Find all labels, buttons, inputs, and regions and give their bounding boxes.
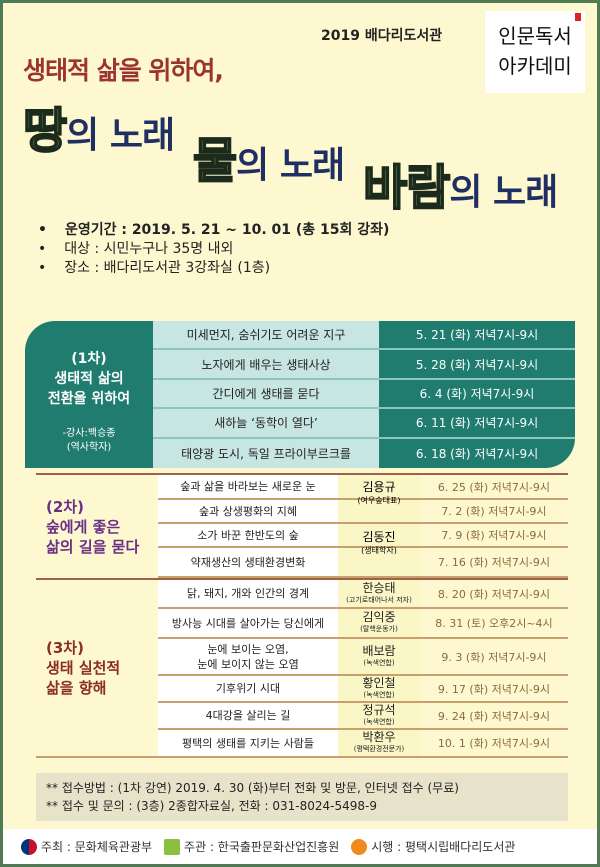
- host: 주최 : 문화체육관광부: [21, 838, 152, 856]
- footer: 주최 : 문화체육관광부 주관 : 한국출판문화산업진흥원 시행 : 평택시립배…: [3, 829, 597, 864]
- part2-table: (2차) 숲에게 좋은 삶의 길을 묻다 숲과 삶을 바라보는 새로운 눈 6. 25…: [36, 473, 568, 578]
- library-name: 2019 배다리도서관: [321, 28, 443, 44]
- info-period: 운영기간 : 2019. 5. 21 ~ 10. 01 (총 15회 강좌): [38, 221, 390, 240]
- library-logo-icon: [351, 839, 368, 856]
- book-logo-icon: [164, 839, 181, 856]
- program-info: 운영기간 : 2019. 5. 21 ~ 10. 01 (총 15회 강좌) 대…: [38, 221, 389, 278]
- info-target: 대상 : 시민누구나 35명 내외: [38, 240, 389, 259]
- registration-notes: ** 접수방법 : (1차 강연) 2019. 4. 30 (화)부터 전화 및…: [36, 773, 568, 821]
- info-place: 장소 : 배다리도서관 3강좌실 (1층): [38, 259, 389, 278]
- table-row: 닭, 돼지, 개와 인간의 경계 한승태 (고기로태어나서 저자) 8. 20 (화)…: [158, 580, 568, 609]
- ministry-logo-icon: [21, 839, 37, 856]
- part1-table: (1차) 생태적 삶의 전환을 위하여 -강사:백승종 (역사학자) 미세먼지, 숨쉬…: [25, 321, 575, 468]
- song-earth: 땅의 노래: [22, 102, 175, 160]
- lecturer-1: 김용규 (여우숲대표): [357, 480, 401, 506]
- lecturer-2: 김동진 (생태학자): [361, 530, 397, 556]
- table-row: 평택의 생태를 지키는 사람들 박환우 (평택환경전문가) 10. 1 (화) 저녁7…: [158, 730, 568, 756]
- operator: 시행 : 평택시립배다리도서관: [351, 838, 515, 856]
- poster: 2019 배다리도서관 인문독서 아카데미 생태적 삶을 위하여, 땅의 노래 물…: [3, 3, 597, 864]
- table-row: 눈에 보이는 오염, 눈에 보이지 않는 오염 배보람 (녹색연합) 9. 3 (화) …: [158, 639, 568, 676]
- table-row: 간디에게 생태를 묻다 6. 4 (화) 저녁7시-9시: [153, 379, 575, 410]
- subtitle: 생태적 삶을 위하여,: [23, 56, 224, 85]
- table-row: 새하늘 ‘동학이 열다’ 6. 11 (화) 저녁7시-9시: [153, 409, 575, 439]
- table-row: 방사능 시대를 살아가는 당신에게 김익중 (탈핵운동가) 8. 31 (토) 오후2…: [158, 609, 568, 639]
- song-wind: 바람의 노래: [362, 159, 558, 217]
- seal-icon: [575, 13, 581, 21]
- song-water: 물의 노래: [192, 132, 345, 190]
- academy-logo: 인문독서 아카데미: [485, 11, 585, 93]
- table-row: 4대강을 살리는 길 정규석 (녹색연합) 9. 24 (화) 저녁7시-9시: [158, 703, 568, 730]
- table-row: 태양광 도시, 독일 프라이부르크를 6. 18 (화) 저녁7시-9시: [153, 438, 575, 468]
- part3-table: (3차) 생태 실천적 삶을 향해 닭, 돼지, 개와 인간의 경계 한승태 (고기로태…: [36, 578, 568, 758]
- table-row: 기후위기 시대 황인철 (녹색연합) 9. 17 (화) 저녁7시-9시: [158, 676, 568, 703]
- organizer: 주관 : 한국출판문화산업진흥원: [164, 838, 339, 856]
- table-row: 노자에게 배우는 생태사상 5. 28 (화) 저녁7시-9시: [153, 350, 575, 380]
- table-row: 미세먼지, 숨쉬기도 어려운 지구 5. 21 (화) 저녁7시-9시: [153, 321, 575, 351]
